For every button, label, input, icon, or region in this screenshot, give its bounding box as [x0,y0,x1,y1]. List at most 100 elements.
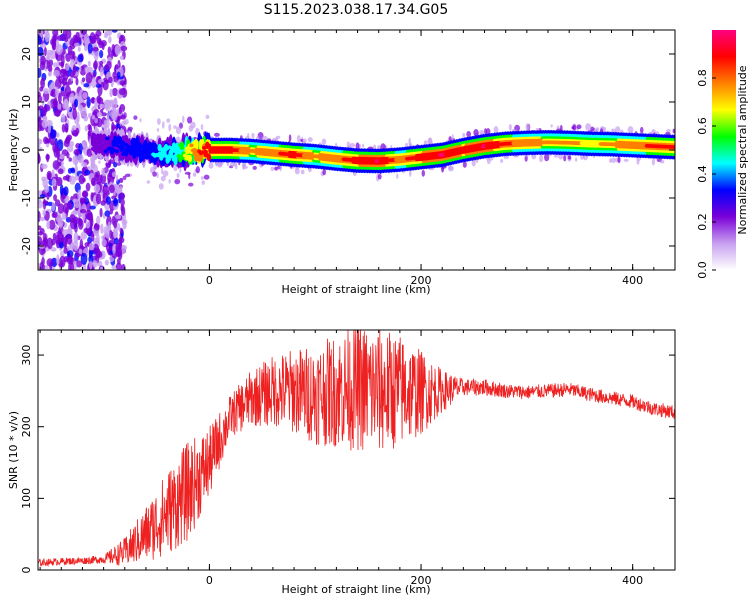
heatmap-halo-cell [405,142,408,147]
heatmap-noise-speckle [73,232,79,244]
heatmap-noise-speckle [46,237,54,250]
heatmap-noise-speckle [51,212,56,218]
heatmap-halo-cell [106,113,109,121]
heatmap-ridge-cell [152,142,158,151]
heatmap-noise-speckle [69,71,75,78]
heatmap-halo-cell [156,172,159,179]
heatmap-halo-cell [500,158,504,163]
heatmap-noise-speckle [62,202,70,215]
heatmap-halo-cell [116,162,122,166]
heatmap-noise-speckle [112,244,116,255]
heatmap-halo-cell [201,180,206,185]
heatmap-noise-speckle [63,247,68,254]
heatmap-halo-cell [294,167,300,175]
y-tick-label: 200 [20,416,33,437]
heatmap-noise-speckle [86,148,93,158]
heatmap-noise-speckle [77,104,84,112]
heatmap-noise-speckle [38,35,42,45]
heatmap-noise-speckle [97,97,104,105]
heatmap-noise-speckle [111,121,115,132]
y-tick-label: 300 [20,345,33,366]
heatmap-noise-speckle [48,59,54,67]
heatmap-noise-speckle [68,262,72,270]
heatmap-ridge-cell [176,153,181,158]
heatmap-halo-cell [160,175,166,182]
heatmap-noise-speckle [89,260,93,270]
heatmap-noise-speckle [118,250,123,260]
heatmap-ridge-cell [127,148,132,152]
y-tick-label: -20 [20,237,33,255]
heatmap-noise-speckle [59,250,65,257]
heatmap-halo-cell [396,173,399,179]
heatmap-noise-speckle [118,177,124,184]
heatmap-noise-speckle [39,216,46,222]
heatmap-halo-cell [322,168,327,176]
heatmap-noise-speckle [38,138,42,145]
heatmap-halo-cell [479,130,485,135]
heatmap-halo-cell [377,173,382,180]
heatmap-noise-speckle [77,54,84,63]
heatmap-noise-speckle [63,98,69,109]
heatmap-noise-speckle [52,142,58,153]
heatmap-noise-speckle [108,184,115,194]
heatmap-noise-speckle [44,264,49,270]
heatmap-noise-speckle [51,38,57,50]
heatmap-ridge-cell [93,134,99,139]
heatmap-halo-cell [173,125,177,129]
heatmap-noise-speckle [53,62,58,68]
heatmap-halo-cell [466,131,472,138]
heatmap-noise-speckle [80,231,88,240]
heatmap-noise-speckle [69,140,75,147]
heatmap-halo-cell [97,111,103,118]
heatmap-halo-cell [261,135,268,141]
heatmap-noise-speckle [114,44,121,56]
heatmap-noise-speckle [100,112,108,117]
y-tick-label: 20 [20,47,33,61]
x-tick-label: 400 [622,274,643,287]
heatmap-noise-speckle [64,122,69,133]
heatmap-halo-cell [377,144,381,151]
heatmap-noise-speckle [56,35,64,42]
heatmap-halo-cell [98,160,101,164]
heatmap-noise-speckle [100,81,105,88]
heatmap-halo-cell [627,126,634,134]
heatmap-noise-speckle [99,66,104,77]
heatmap-ridge-cell [143,144,148,149]
heatmap-ridge-cell [179,146,185,150]
heatmap-noise-speckle [40,55,46,66]
heatmap-noise-speckle [70,50,75,61]
heatmap-noise-speckle [78,248,83,255]
heatmap-halo-cell [214,132,220,137]
heatmap-noise-speckle [63,37,69,42]
heatmap-noise-speckle [62,70,69,81]
heatmap-noise-speckle [52,30,59,37]
colorbar-label: Normalized spectral amplitude [736,65,749,234]
heatmap-noise-speckle [72,198,79,204]
heatmap-halo-cell [205,114,210,120]
heatmap-noise-speckle [104,210,111,217]
heatmap-noise-speckle [38,67,42,78]
x-tick-label: 200 [411,574,432,587]
colorbar-tick-label: 0.4 [696,165,709,183]
heatmap-noise-speckle [56,147,61,160]
heatmap-noise-speckle [74,98,79,108]
heatmap-ridge-cell [206,153,212,162]
heatmap-noise-speckle [118,192,126,200]
heatmap-noise-speckle [104,259,109,266]
heatmap-halo-cell [146,180,151,184]
heatmap-halo-cell [203,174,210,180]
heatmap-noise-speckle [113,97,118,104]
heatmap-noise-speckle [107,221,111,232]
heatmap-halo-cell [623,158,629,162]
heatmap-halo-cell [190,121,196,129]
heatmap-noise-speckle [65,136,71,143]
heatmap-noise-speckle [40,43,47,48]
heatmap-noise-speckle [38,244,45,249]
heatmap-halo-cell [659,159,665,164]
heatmap-noise-speckle [65,52,72,62]
heatmap-halo-cell [563,154,567,162]
heatmap-noise-speckle [55,39,60,52]
heatmap-noise-speckle [101,42,105,51]
heatmap-noise-speckle [111,30,118,33]
heatmap-noise-speckle [57,103,62,110]
